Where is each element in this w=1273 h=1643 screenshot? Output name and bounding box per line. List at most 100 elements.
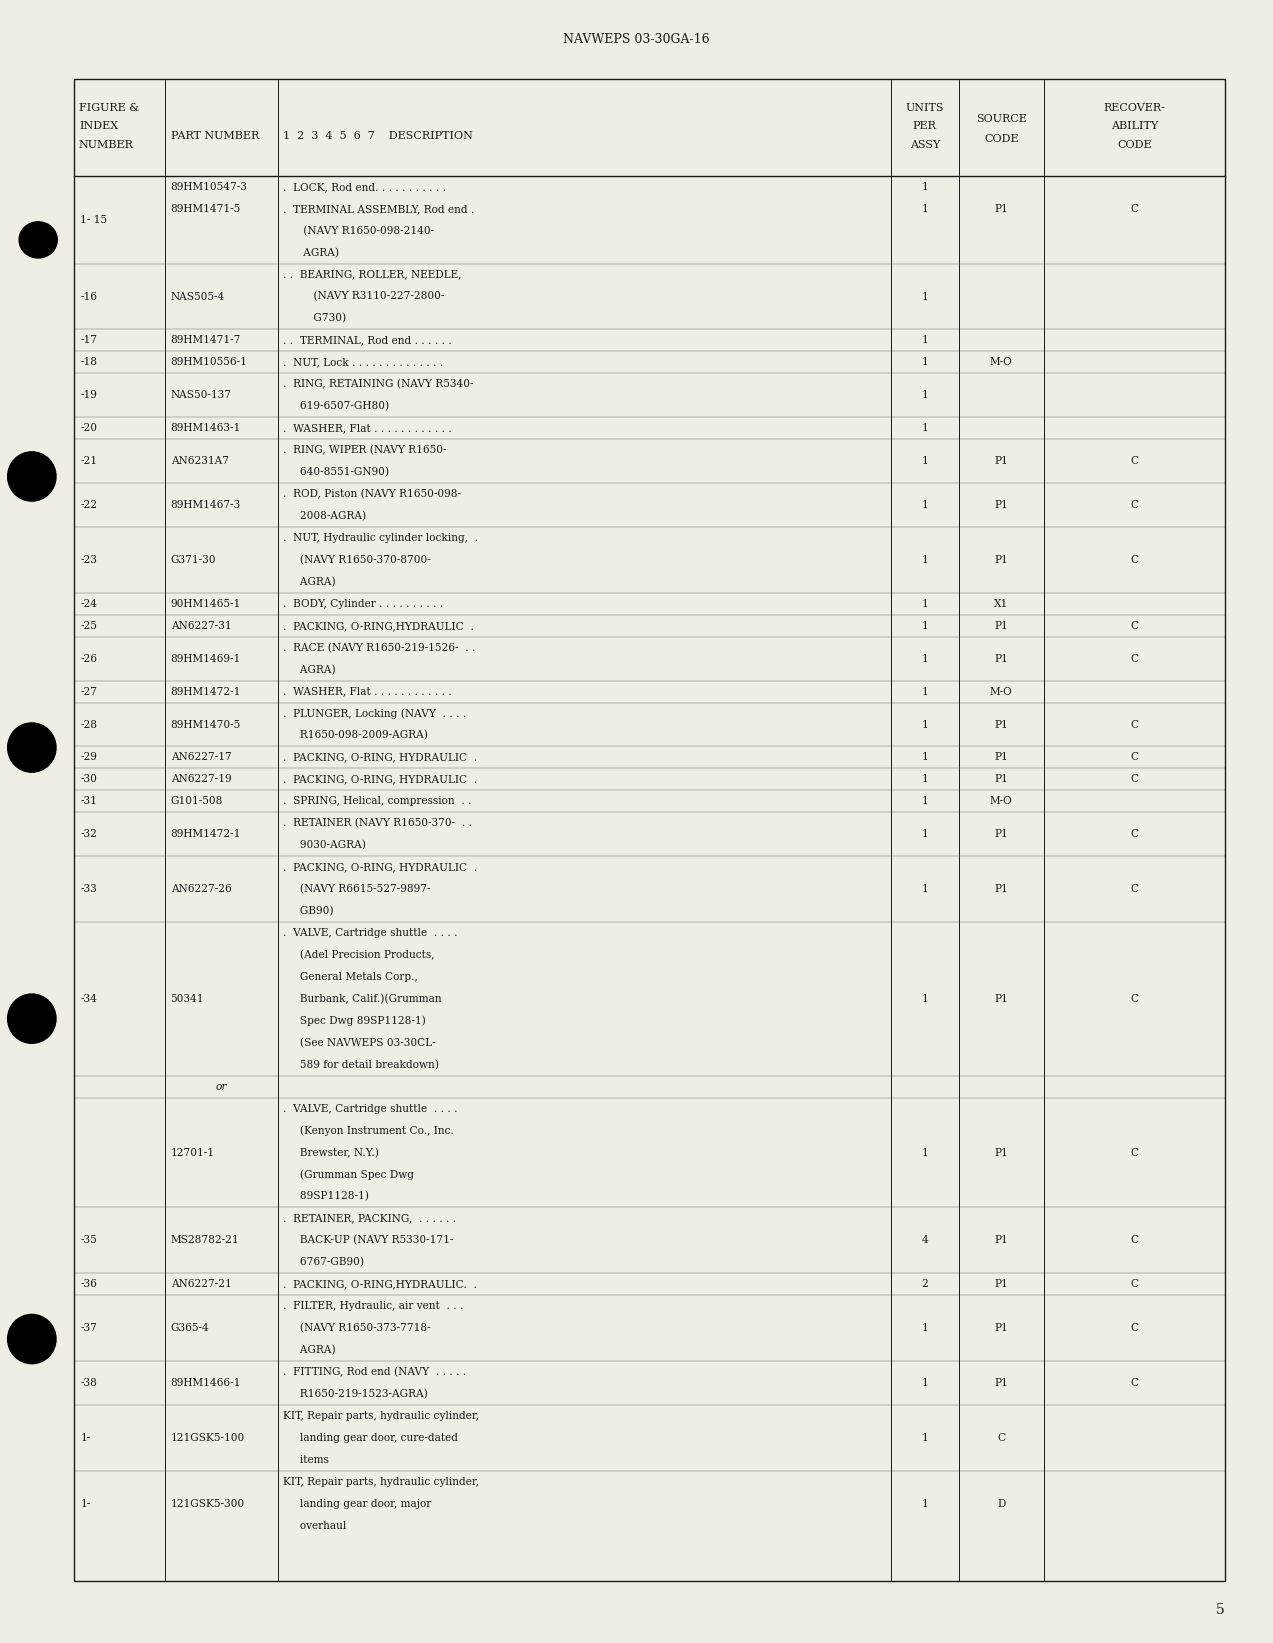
Text: P1: P1 (994, 555, 1008, 565)
Text: 1: 1 (922, 1378, 928, 1388)
Text: FIGURE &: FIGURE & (79, 102, 139, 113)
Text: .  PACKING, O-RING,HYDRAULIC.  .: . PACKING, O-RING,HYDRAULIC. . (283, 1280, 476, 1290)
Text: NAS50-137: NAS50-137 (171, 391, 232, 401)
Text: MS28782-21: MS28782-21 (171, 1236, 239, 1245)
Text: UNITS: UNITS (905, 102, 945, 113)
Text: or: or (216, 1081, 227, 1091)
Text: G730): G730) (283, 314, 346, 324)
Text: -18: -18 (80, 358, 97, 368)
Text: .  FILTER, Hydraulic, air vent  . . .: . FILTER, Hydraulic, air vent . . . (283, 1301, 463, 1311)
Text: -19: -19 (80, 391, 97, 401)
Text: .  RETAINER (NAVY R1650-370-  . .: . RETAINER (NAVY R1650-370- . . (283, 818, 471, 828)
Text: Burbank, Calif.)(Grumman: Burbank, Calif.)(Grumman (283, 994, 442, 1004)
Text: .  NUT, Hydraulic cylinder locking,  .: . NUT, Hydraulic cylinder locking, . (283, 532, 477, 542)
Text: -27: -27 (80, 687, 97, 697)
Text: C: C (1130, 752, 1138, 762)
Text: .  NUT, Lock . . . . . . . . . . . . . .: . NUT, Lock . . . . . . . . . . . . . . (283, 358, 443, 368)
Ellipse shape (8, 723, 56, 772)
Text: 4: 4 (922, 1236, 928, 1245)
Text: landing gear door, cure-dated: landing gear door, cure-dated (283, 1433, 457, 1443)
Text: . .  BEARING, ROLLER, NEEDLE,: . . BEARING, ROLLER, NEEDLE, (283, 269, 461, 279)
Text: 1: 1 (922, 797, 928, 807)
Text: 9030-AGRA): 9030-AGRA) (283, 840, 365, 851)
Text: -23: -23 (80, 555, 97, 565)
Text: .  RING, WIPER (NAVY R1650-: . RING, WIPER (NAVY R1650- (283, 445, 446, 455)
Text: RECOVER-: RECOVER- (1104, 102, 1165, 113)
Text: C: C (1130, 1378, 1138, 1388)
Text: 1: 1 (922, 391, 928, 401)
Ellipse shape (8, 994, 56, 1043)
Text: M-O: M-O (990, 797, 1012, 807)
Text: 12701-1: 12701-1 (171, 1147, 215, 1158)
Text: (NAVY R3110-227-2800-: (NAVY R3110-227-2800- (283, 291, 444, 302)
Text: 6767-GB90): 6767-GB90) (283, 1257, 364, 1267)
Text: .  WASHER, Flat . . . . . . . . . . . .: . WASHER, Flat . . . . . . . . . . . . (283, 424, 452, 434)
Text: 5: 5 (1216, 1604, 1225, 1617)
Text: .  RACE (NAVY R1650-219-1526-  . .: . RACE (NAVY R1650-219-1526- . . (283, 642, 475, 652)
Text: -21: -21 (80, 457, 97, 467)
Text: P1: P1 (994, 499, 1008, 509)
Text: C: C (997, 1433, 1006, 1443)
Text: ASSY: ASSY (910, 140, 939, 151)
Text: P1: P1 (994, 752, 1008, 762)
Text: 1: 1 (922, 687, 928, 697)
Text: P1: P1 (994, 621, 1008, 631)
Text: -30: -30 (80, 774, 97, 784)
Text: P1: P1 (994, 204, 1008, 214)
Text: -17: -17 (80, 335, 97, 345)
Text: (Adel Precision Products,: (Adel Precision Products, (283, 950, 434, 960)
Text: R1650-098-2009-AGRA): R1650-098-2009-AGRA) (283, 731, 428, 741)
Text: 2008-AGRA): 2008-AGRA) (283, 511, 365, 521)
Text: 1: 1 (922, 204, 928, 214)
Text: .  WASHER, Flat . . . . . . . . . . . .: . WASHER, Flat . . . . . . . . . . . . (283, 687, 452, 697)
Text: .  PLUNGER, Locking (NAVY  . . . .: . PLUNGER, Locking (NAVY . . . . (283, 708, 466, 720)
Text: C: C (1130, 621, 1138, 631)
Text: .  VALVE, Cartridge shuttle  . . . .: . VALVE, Cartridge shuttle . . . . (283, 928, 457, 938)
Text: AGRA): AGRA) (283, 664, 335, 675)
Text: 1: 1 (922, 621, 928, 631)
Text: 1: 1 (922, 994, 928, 1004)
Ellipse shape (19, 222, 57, 258)
Text: 1: 1 (922, 358, 928, 368)
Text: 89HM1472-1: 89HM1472-1 (171, 830, 241, 840)
Text: .  RETAINER, PACKING,  . . . . . .: . RETAINER, PACKING, . . . . . . (283, 1214, 456, 1224)
Text: .  VALVE, Cartridge shuttle  . . . .: . VALVE, Cartridge shuttle . . . . (283, 1104, 457, 1114)
Text: (NAVY R1650-370-8700-: (NAVY R1650-370-8700- (283, 555, 430, 565)
Text: 1-: 1- (80, 1433, 90, 1443)
Text: 1-: 1- (80, 1498, 90, 1508)
Text: 1: 1 (922, 555, 928, 565)
Text: M-O: M-O (990, 687, 1012, 697)
Text: .  RING, RETAINING (NAVY R5340-: . RING, RETAINING (NAVY R5340- (283, 380, 474, 389)
Text: (Grumman Spec Dwg: (Grumman Spec Dwg (283, 1170, 414, 1180)
Text: 89HM1472-1: 89HM1472-1 (171, 687, 241, 697)
Text: overhaul: overhaul (283, 1521, 346, 1531)
Text: Brewster, N.Y.): Brewster, N.Y.) (283, 1147, 378, 1158)
Text: (Kenyon Instrument Co., Inc.: (Kenyon Instrument Co., Inc. (283, 1125, 453, 1135)
Text: 89HM1463-1: 89HM1463-1 (171, 424, 241, 434)
Text: AN6231A7: AN6231A7 (171, 457, 229, 467)
Text: .  LOCK, Rod end. . . . . . . . . . .: . LOCK, Rod end. . . . . . . . . . . (283, 182, 446, 192)
Text: BACK-UP (NAVY R5330-171-: BACK-UP (NAVY R5330-171- (283, 1236, 453, 1245)
Text: C: C (1130, 457, 1138, 467)
Text: 1  2  3  4  5  6  7    DESCRIPTION: 1 2 3 4 5 6 7 DESCRIPTION (283, 130, 472, 141)
Text: 1: 1 (922, 499, 928, 509)
Text: P1: P1 (994, 774, 1008, 784)
Text: G371-30: G371-30 (171, 555, 216, 565)
Text: M-O: M-O (990, 358, 1012, 368)
Text: C: C (1130, 654, 1138, 664)
Text: C: C (1130, 774, 1138, 784)
Text: .  SPRING, Helical, compression  . .: . SPRING, Helical, compression . . (283, 797, 471, 807)
Text: . .  TERMINAL, Rod end . . . . . .: . . TERMINAL, Rod end . . . . . . (283, 335, 452, 345)
Text: 89HM10556-1: 89HM10556-1 (171, 358, 247, 368)
Text: C: C (1130, 204, 1138, 214)
Text: 1: 1 (922, 654, 928, 664)
Text: 1: 1 (922, 830, 928, 840)
Text: Spec Dwg 89SP1128-1): Spec Dwg 89SP1128-1) (283, 1015, 425, 1027)
Text: 89HM1471-7: 89HM1471-7 (171, 335, 241, 345)
Text: 89HM1469-1: 89HM1469-1 (171, 654, 241, 664)
Text: R1650-219-1523-AGRA): R1650-219-1523-AGRA) (283, 1388, 428, 1400)
Text: AGRA): AGRA) (283, 577, 335, 587)
Text: NUMBER: NUMBER (79, 140, 134, 151)
Text: .  PACKING, O-RING, HYDRAULIC  .: . PACKING, O-RING, HYDRAULIC . (283, 774, 477, 784)
Text: 89HM1466-1: 89HM1466-1 (171, 1378, 241, 1388)
